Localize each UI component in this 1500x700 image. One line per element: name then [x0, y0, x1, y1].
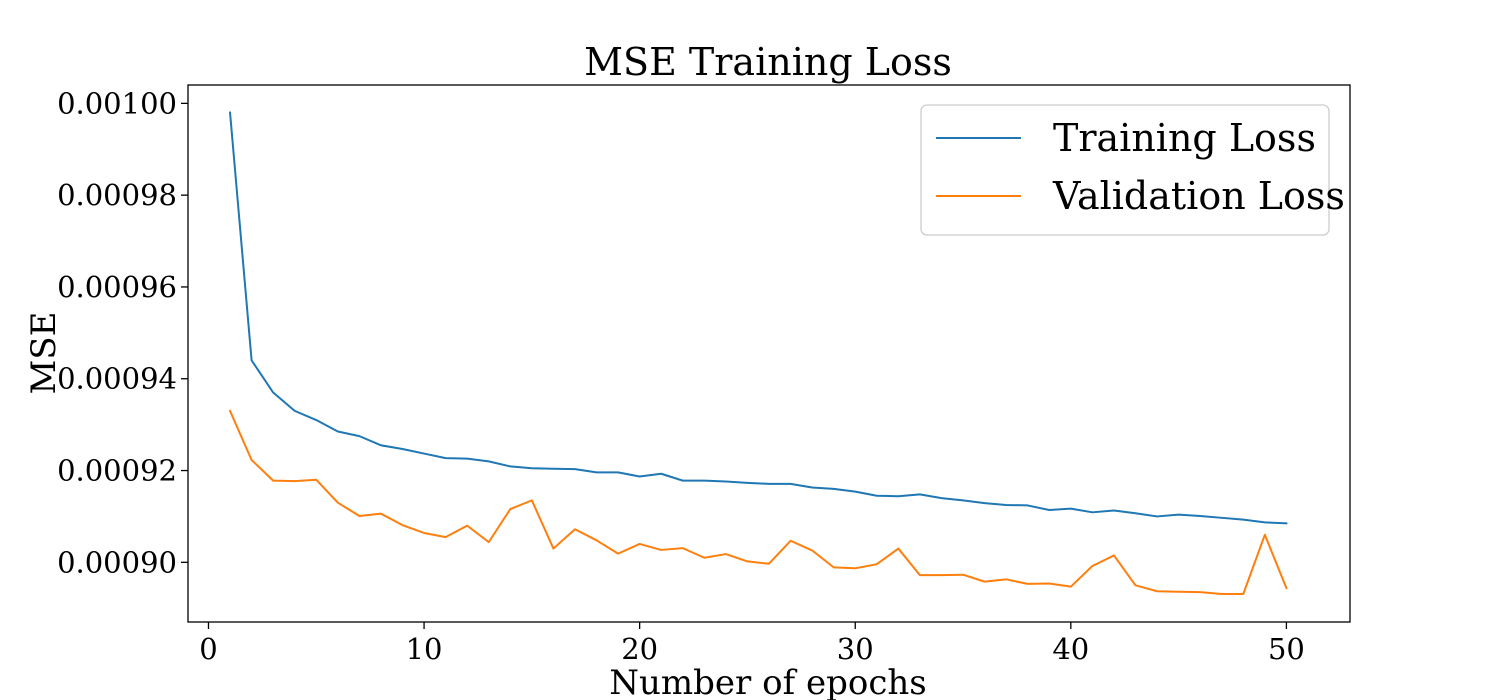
series-line-0	[228, 111, 1288, 525]
plot-frame	[187, 84, 1351, 623]
y-tick-label: 0.00094	[57, 362, 177, 396]
y-tick-label: 0.00100	[57, 86, 177, 120]
y-tick-label: 0.00098	[57, 178, 177, 212]
y-axis-ticks: 0.00090 0.00092 0.00094 0.00096 0.00098 0.001…	[57, 86, 188, 579]
x-axis-ticks: 0 10 20 30 40 50	[199, 622, 1305, 666]
chart-title: MSE Training Loss	[584, 40, 952, 84]
legend-label-0: Training Loss	[1053, 116, 1316, 160]
series-line-1	[228, 409, 1288, 595]
x-axis-label: Number of epochs	[609, 663, 926, 700]
legend: Training Loss Validation Loss	[920, 104, 1345, 236]
x-tick-label: 10	[406, 632, 443, 666]
y-tick-label: 0.00090	[57, 545, 177, 579]
y-axis-label: MSE	[24, 312, 64, 395]
x-tick-label: 20	[621, 632, 658, 666]
x-tick-label: 30	[837, 632, 874, 666]
y-tick-label: 0.00092	[57, 454, 177, 488]
legend-frame	[920, 104, 1330, 236]
plot-series	[228, 111, 1288, 595]
x-tick-label: 0	[199, 632, 217, 666]
x-tick-label: 50	[1268, 632, 1305, 666]
x-tick-label: 40	[1052, 632, 1089, 666]
y-tick-label: 0.00096	[57, 270, 177, 304]
legend-label-1: Validation Loss	[1052, 174, 1345, 218]
